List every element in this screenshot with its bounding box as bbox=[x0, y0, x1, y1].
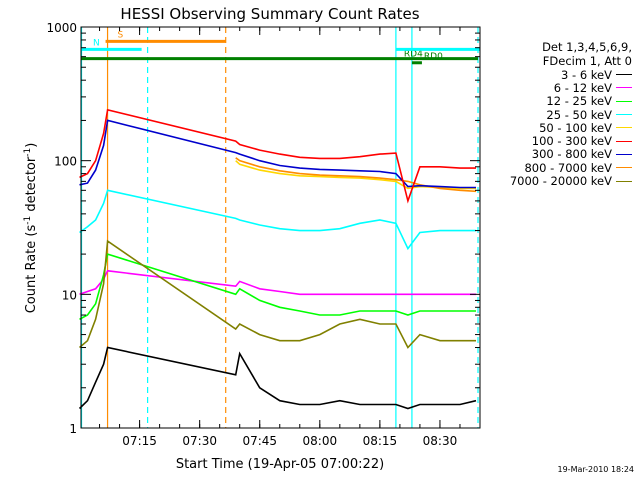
legend-header-decim: FDecim 1, Att 0 bbox=[542, 53, 632, 68]
legend-swatch-0 bbox=[616, 74, 632, 76]
legend-label-6: 300 - 800 keV bbox=[531, 147, 612, 162]
x-tick-label-3: 08:00 bbox=[303, 434, 338, 448]
legend-entry-3: 25 - 50 keV bbox=[490, 107, 632, 122]
y-axis-label: Count Rate (s-1 detector-1) bbox=[23, 143, 39, 314]
legend-label-2: 12 - 25 keV bbox=[546, 94, 612, 109]
legend-swatch-8 bbox=[616, 180, 632, 182]
x-tick-label-5: 08:30 bbox=[423, 434, 458, 448]
x-tick-label-2: 07:45 bbox=[242, 434, 277, 448]
x-tick-label-4: 08:15 bbox=[363, 434, 398, 448]
legend-swatch-2 bbox=[616, 100, 632, 102]
series-line-8 bbox=[78, 239, 476, 349]
legend-header-detectors: Det 1,3,4,5,6,9, bbox=[542, 40, 632, 54]
legend-swatch-7 bbox=[616, 167, 632, 169]
flag-label-0: S bbox=[118, 30, 124, 40]
x-axis-label: Start Time (19-Apr-05 07:00:22) bbox=[176, 457, 384, 472]
legend-label-7: 800 - 7000 keV bbox=[524, 160, 612, 175]
legend-entries: 3 - 6 keV 6 - 12 keV 12 - 25 keV 25 - 50 ke… bbox=[490, 68, 632, 188]
legend-entry-4: 50 - 100 keV bbox=[490, 120, 632, 135]
flag-label-4: RD0 bbox=[424, 52, 443, 62]
legend-entry-5: 100 - 300 keV bbox=[490, 134, 632, 149]
legend-label-1: 6 - 12 keV bbox=[553, 80, 612, 95]
legend-label-4: 50 - 100 keV bbox=[539, 120, 612, 135]
legend-label-0: 3 - 6 keV bbox=[561, 67, 612, 82]
flag-label-3: RD4 bbox=[404, 50, 423, 60]
y-tick-label-0: 1 bbox=[69, 422, 77, 436]
legend-entry-2: 12 - 25 keV bbox=[490, 94, 632, 109]
timestamp-footer: 19-Mar-2010 18:24 bbox=[557, 465, 635, 474]
legend-swatch-3 bbox=[616, 114, 632, 116]
series-line-5 bbox=[79, 108, 476, 204]
plot-frame bbox=[80, 26, 481, 429]
y-tick-label-1: 10 bbox=[62, 288, 77, 302]
series-line-1 bbox=[79, 269, 476, 296]
legend-entry-0: 3 - 6 keV bbox=[490, 67, 632, 82]
x-tick-label-0: 07:15 bbox=[122, 434, 157, 448]
x-tick-label-1: 07:30 bbox=[182, 434, 217, 448]
axes: 07:15 07:30 07:45 08:00 08:15 08:30 1 10 100 1000 bbox=[46, 21, 480, 448]
chart-title: HESSI Observing Summary Count Rates bbox=[120, 5, 419, 23]
series-line-0 bbox=[78, 346, 477, 410]
legend-label-8: 7000 - 20000 keV bbox=[509, 174, 612, 189]
series-line-6 bbox=[79, 119, 476, 189]
series-line-7 bbox=[235, 157, 477, 193]
series-line-3 bbox=[79, 189, 476, 251]
series-lines bbox=[78, 108, 477, 410]
legend-entry-7: 800 - 7000 keV bbox=[490, 160, 632, 175]
legend-swatch-5 bbox=[616, 140, 632, 142]
legend-swatch-1 bbox=[616, 87, 632, 89]
legend-swatch-6 bbox=[616, 153, 632, 155]
series-line-2 bbox=[79, 253, 476, 321]
flag-annotations: S N RD4 RD0 bbox=[81, 30, 480, 65]
legend-label-3: 25 - 50 keV bbox=[546, 107, 612, 122]
legend-entry-8: 7000 - 20000 keV bbox=[490, 174, 632, 189]
y-tick-label-2: 100 bbox=[54, 155, 77, 169]
flag-label-1: N bbox=[93, 38, 100, 48]
legend-swatch-4 bbox=[616, 127, 632, 129]
series-line-4 bbox=[235, 160, 476, 190]
legend: Det 1,3,4,5,6,9, FDecim 1, Att 0 3 - 6 k… bbox=[490, 40, 632, 188]
legend-label-5: 100 - 300 keV bbox=[531, 134, 612, 149]
legend-entry-6: 300 - 800 keV bbox=[490, 147, 632, 162]
vertical-marker-lines bbox=[80, 27, 479, 428]
y-tick-label-3: 1000 bbox=[46, 21, 77, 35]
legend-entry-1: 6 - 12 keV bbox=[490, 80, 632, 95]
